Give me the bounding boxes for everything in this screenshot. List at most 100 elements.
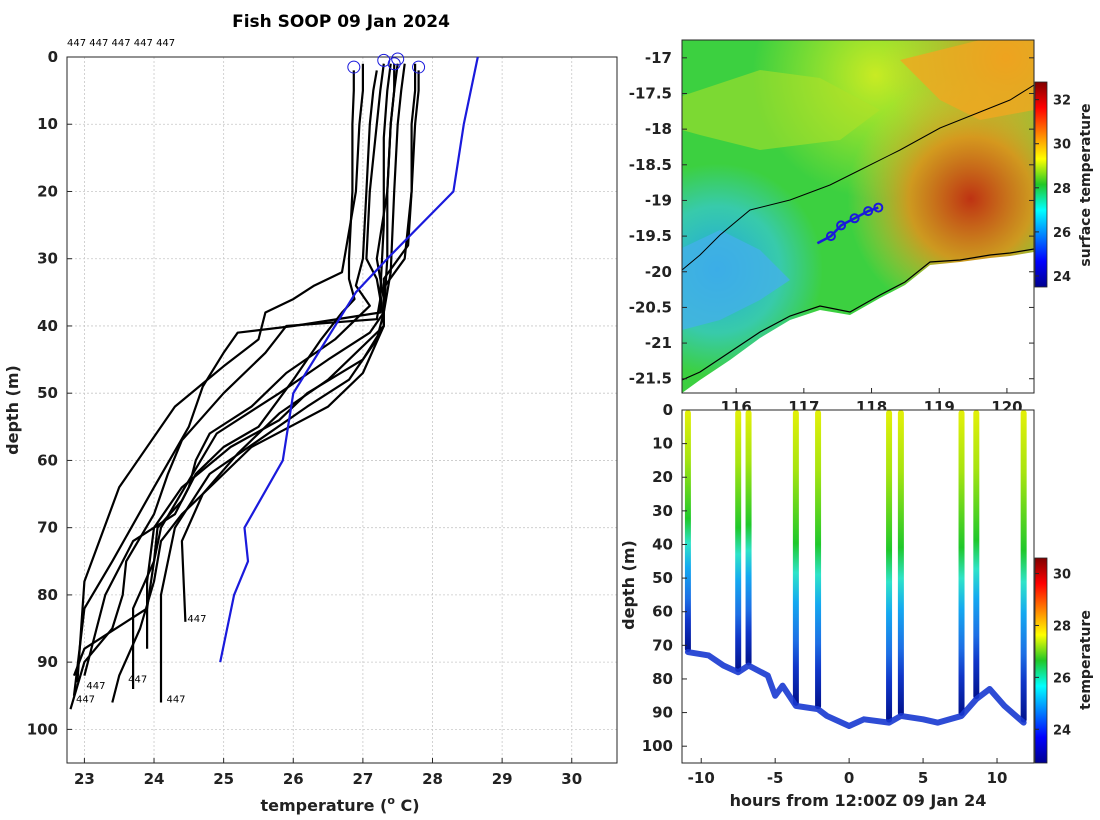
y-tick-label: 90 <box>37 653 58 671</box>
x-tick-label: 27 <box>352 770 373 788</box>
profile-annotations: 447 447 447 447 447 <box>76 614 206 706</box>
profile-id-annotation: 447 <box>128 674 147 685</box>
profile-id-annotation: 447 <box>187 614 206 625</box>
series-profile-2 <box>69 63 385 710</box>
temperature-colorbar-tick-label: 30 <box>1053 568 1071 583</box>
series-profile-8 <box>83 70 378 676</box>
y-tick-label: 30 <box>37 250 58 268</box>
temperature-colorbar-label: temperature <box>1078 610 1094 710</box>
profile-marker <box>347 60 361 74</box>
ship-track-marker <box>825 231 836 242</box>
map-y-tick-label: -19 <box>645 191 672 209</box>
map-y-tick-label: -20.5 <box>629 298 672 316</box>
profile-id-annotation: 447 <box>86 681 105 692</box>
series-profile-7 <box>146 70 420 649</box>
x-tick-label: 23 <box>74 770 95 788</box>
ship-track-marker <box>863 206 874 217</box>
ship-track-marker <box>849 213 860 224</box>
sst-colorbar-tick-label: 24 <box>1053 270 1071 285</box>
x-tick-label: 25 <box>213 770 234 788</box>
profile-plot-grid <box>67 56 617 763</box>
sst-colorbar-tick-label: 30 <box>1053 138 1071 153</box>
profile-id-annotation: 447 <box>76 694 95 705</box>
series-profile-6 <box>180 63 417 622</box>
map-y-tick-label: -19.5 <box>629 227 672 245</box>
y-tick-label: 20 <box>37 182 58 200</box>
sst-colorbar <box>1034 81 1048 288</box>
y-axis-label: depth (m) <box>3 365 22 455</box>
section-x-tick-label: 0 <box>844 769 854 787</box>
x-tick-label: 24 <box>144 770 165 788</box>
y-tick-label: 80 <box>37 586 58 604</box>
profile-plot-ticks: 23 24 25 26 27 28 29 30 0 10 20 30 40 50 60 70 80 90 100 <box>27 48 582 788</box>
chart-title: Fish SOOP 09 Jan 2024 <box>232 12 450 32</box>
x-tick-label: 30 <box>561 770 582 788</box>
section-y-tick-label: 90 <box>652 704 673 722</box>
section-profile <box>792 410 799 706</box>
map-y-tick-label: -21.5 <box>629 370 672 388</box>
section-y-tick-label: 20 <box>652 468 673 486</box>
y-tick-label: 40 <box>37 317 58 335</box>
section-x-tick-label: -5 <box>767 769 784 787</box>
map-y-tick-label: -18 <box>645 120 672 138</box>
section-y-tick-label: 30 <box>652 502 673 520</box>
temperature-colorbar <box>1034 557 1048 764</box>
temperature-colorbar-tick-label: 24 <box>1053 723 1071 738</box>
section-x-tick-label: -10 <box>688 769 715 787</box>
ship-track-marker <box>873 202 884 213</box>
section-y-tick-label: 40 <box>652 535 673 553</box>
x-tick-label: 28 <box>422 770 443 788</box>
y-tick-label: 0 <box>48 48 58 66</box>
section-profile <box>684 410 691 653</box>
sst-colorbar-tick-label: 28 <box>1053 182 1071 197</box>
series-profile-10 <box>111 63 396 703</box>
section-plot-background <box>682 410 1034 763</box>
y-tick-label: 100 <box>27 720 58 738</box>
section-x-tick-label: 10 <box>987 769 1008 787</box>
sst-colorbar-label: surface temperature <box>1078 103 1094 266</box>
x-axis-label-unit: C) <box>395 796 420 815</box>
map-y-tick-label: -20 <box>645 263 672 281</box>
section-y-tick-label: 100 <box>642 737 673 755</box>
y-tick-label: 50 <box>37 384 58 402</box>
section-profile <box>1020 410 1027 723</box>
section-profile <box>745 410 752 666</box>
y-tick-label: 70 <box>37 519 58 537</box>
sst-colorbar-tick-label: 26 <box>1053 226 1071 241</box>
y-tick-label: 10 <box>37 115 58 133</box>
section-profile <box>958 410 965 716</box>
section-y-tick-label: 10 <box>652 435 673 453</box>
section-x-tick-label: 5 <box>918 769 928 787</box>
map-y-tick-label: -17 <box>645 49 672 67</box>
temperature-profiles <box>69 56 479 710</box>
section-y-tick-label: 80 <box>652 670 673 688</box>
y-tick-label: 60 <box>37 451 58 469</box>
section-profile <box>973 410 980 700</box>
profile-id-annotation: 447 <box>166 694 185 705</box>
section-x-axis-label: hours from 12:00Z 09 Jan 24 <box>730 791 987 810</box>
section-y-tick-label: 60 <box>652 603 673 621</box>
sst-map-frame <box>681 39 1035 394</box>
map-y-tick-label: -21 <box>645 334 672 352</box>
ship-track <box>816 202 884 245</box>
temperature-colorbar-ticks: 24 26 28 30 <box>1035 568 1071 738</box>
section-y-tick-label: 70 <box>652 636 673 654</box>
section-profiles <box>684 410 1027 730</box>
x-axis-label-degree: o <box>387 794 395 807</box>
section-profile <box>815 410 822 710</box>
section-y-tick-label: 50 <box>652 569 673 587</box>
temperature-colorbar-tick-label: 26 <box>1053 671 1071 686</box>
x-tick-label: 26 <box>283 770 304 788</box>
section-profile <box>897 410 904 716</box>
map-y-tick-label: -18.5 <box>629 156 672 174</box>
x-axis-label-main: temperature ( <box>260 796 387 815</box>
section-y-tick-label: 0 <box>663 401 673 419</box>
x-axis-label: temperature (o C) <box>260 794 419 815</box>
section-y-axis-label: depth (m) <box>619 540 638 630</box>
temperature-colorbar-tick-label: 28 <box>1053 619 1071 634</box>
series-mean-profile <box>219 56 479 663</box>
profile-marker <box>412 60 426 74</box>
x-tick-label: 29 <box>492 770 513 788</box>
